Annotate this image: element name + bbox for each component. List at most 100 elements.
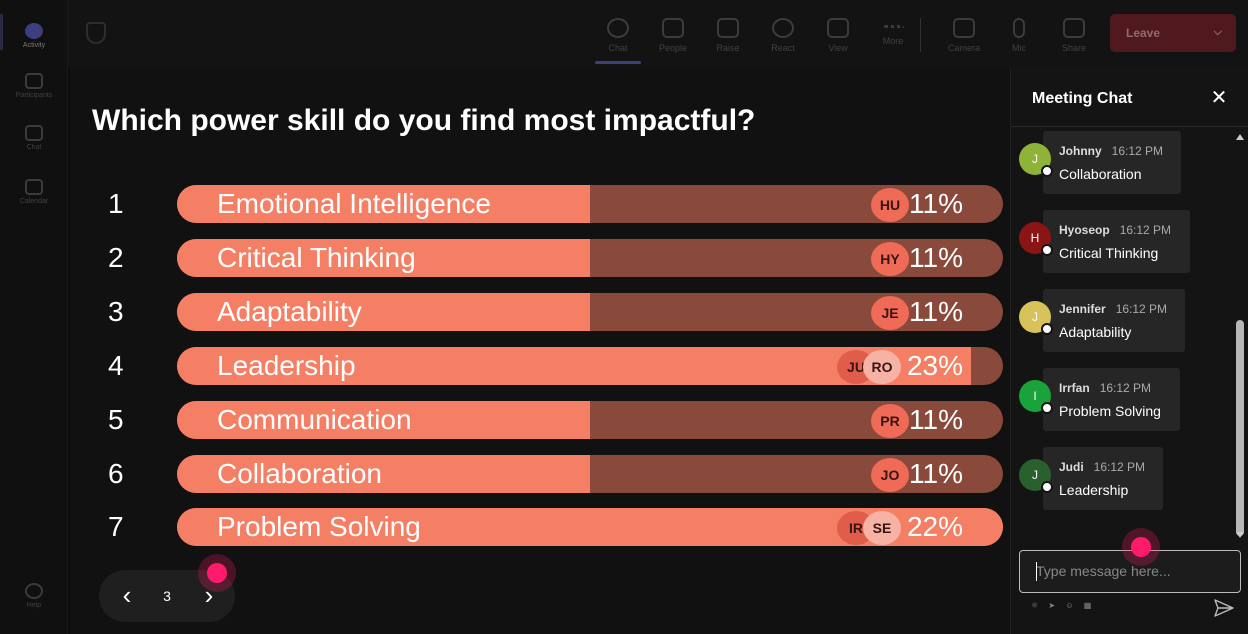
share-icon [1063,17,1085,38]
avatar[interactable]: I [1019,380,1053,414]
option-percentage: 11% [909,242,963,273]
scroll-up-icon[interactable] [1236,134,1244,140]
sender-name: Hyoseop [1059,223,1110,237]
poll-question: Which power skill do you find most impac… [92,104,756,137]
option-number: 3 [108,296,124,327]
meeting-toolbar: Chat People Raise React View More Camera [68,0,1248,68]
voter-avatar: RO [863,350,901,384]
toolbar-button-label: Camera [947,42,980,53]
toolbar-button-label: Mic [1012,42,1026,53]
result-bar-fill [177,455,590,493]
result-bar: Critical Thinking HY 11% [177,239,1003,277]
option-label: Emotional Intelligence [217,188,491,219]
react-icon [772,17,794,38]
chevron-right-icon[interactable]: › [204,580,214,610]
toolbar-button-label: Chat [608,42,628,53]
active-tab-indicator [595,61,641,64]
result-bar: Adaptability JE 11% [177,293,1003,331]
option-label: Communication [217,404,412,435]
avatar[interactable]: J [1019,459,1053,493]
option-label: Collaboration [217,458,382,489]
avatar-initial: J [1032,468,1038,482]
chat-scrollbar[interactable] [1233,130,1247,542]
option-percentage: 11% [909,458,963,489]
option-number: 2 [108,242,124,273]
result-bar: Collaboration JO 11% [177,455,1003,493]
message-timestamp: 16:12 PM [1115,302,1168,316]
rail-item-chat[interactable]: Chat [6,116,62,160]
chat-message: Johnny 16:12 PM Collaboration J [1019,131,1219,195]
result-bar: Communication PR 11% [177,401,1003,439]
option-percentage: 22% [906,511,963,542]
result-bar-fill [177,401,590,439]
chat-icon [25,125,43,141]
send-icon[interactable] [1213,598,1235,618]
toolbar-button-label: Share [1061,42,1087,53]
chevron-down-icon[interactable]: ⌵ [1213,26,1222,38]
sender-name: Judi [1059,460,1084,474]
option-percentage: 11% [909,404,963,435]
chat-icon [607,17,629,38]
message-bubble[interactable]: Johnny 16:12 PM Collaboration [1043,131,1181,194]
option-label: Adaptability [217,296,362,327]
chat-message-input[interactable]: Type message here... [1019,550,1241,593]
message-timestamp: 16:12 PM [1099,381,1152,395]
poll-results-panel: Which power skill do you find most impac… [70,68,1010,634]
close-icon[interactable]: ✕ [1210,87,1228,109]
toolbar-raise-button[interactable]: Raise [705,12,751,58]
message-header: Judi 16:12 PM [1059,458,1147,476]
toolbar-mic-button[interactable]: Mic [996,12,1042,58]
presence-status-icon [1041,165,1053,177]
rail-item-label: Participants [15,92,53,99]
message-bubble[interactable]: Hyoseop 16:12 PM Critical Thinking [1043,210,1190,273]
chat-message: Jennifer 16:12 PM Adaptability J [1019,289,1219,353]
message-bubble[interactable]: Irrfan 16:12 PM Problem Solving [1043,368,1180,431]
result-bar: Emotional Intelligence HU 11% [177,185,1003,223]
result-bar-fill [177,293,590,331]
rail-item-participants[interactable]: Participants [6,64,62,108]
toolbar-button-label: More [882,35,904,46]
poll-option-row: 7 Problem Solving IR SE 22% [70,508,1010,546]
poll-option-row: 6 Collaboration JO 11% [70,455,1010,493]
message-timestamp: 16:12 PM [1119,223,1172,237]
format-icons[interactable]: ⚛ ➤ ☺ ▦ [1031,601,1096,610]
presence-status-icon [1041,481,1053,493]
toolbar-more-button[interactable]: More [870,12,916,58]
chat-message: Irrfan 16:12 PM Problem Solving I [1019,368,1219,432]
result-bar: Leadership JU RO 23% [177,347,1003,385]
message-header: Johnny 16:12 PM [1059,142,1165,160]
avatar-initial: J [1032,310,1038,324]
avatar[interactable]: J [1019,301,1053,335]
scroll-thumb[interactable] [1236,320,1244,536]
activity-icon [25,23,43,39]
toolbar-chat-button[interactable]: Chat [595,12,641,58]
toolbar-people-button[interactable]: People [650,12,696,58]
chat-title: Meeting Chat [1032,90,1133,107]
scroll-down-icon[interactable] [1236,532,1244,538]
rail-item-calendar[interactable]: Calendar [6,170,62,214]
toolbar-view-button[interactable]: View [815,12,861,58]
chevron-left-icon[interactable]: ‹ [122,580,132,610]
presence-status-icon [1041,244,1053,256]
rail-item-activity[interactable]: Activity [6,14,62,58]
message-timestamp: 16:12 PM [1093,460,1146,474]
poll-option-row: 3 Adaptability JE 11% [70,293,1010,331]
avatar[interactable]: H [1019,222,1053,256]
chat-divider [1011,126,1248,127]
poll-option-row: 5 Communication PR 11% [70,401,1010,439]
rail-item-help[interactable]: Help [6,574,62,618]
view-icon [827,17,849,38]
voter-avatar: JE [871,296,909,330]
leave-button[interactable]: Leave ⌵ [1110,14,1236,52]
avatar[interactable]: J [1019,143,1053,177]
toolbar-share-button[interactable]: Share [1051,12,1097,58]
option-label: Leadership [217,350,356,381]
message-bubble[interactable]: Judi 16:12 PM Leadership [1043,447,1163,510]
message-bubble[interactable]: Jennifer 16:12 PM Adaptability [1043,289,1185,352]
toolbar-react-button[interactable]: React [760,12,806,58]
toolbar-camera-button[interactable]: Camera [941,12,987,58]
rail-active-indicator [0,14,3,50]
voter-avatar: SE [863,511,901,545]
presence-status-icon [1041,402,1053,414]
